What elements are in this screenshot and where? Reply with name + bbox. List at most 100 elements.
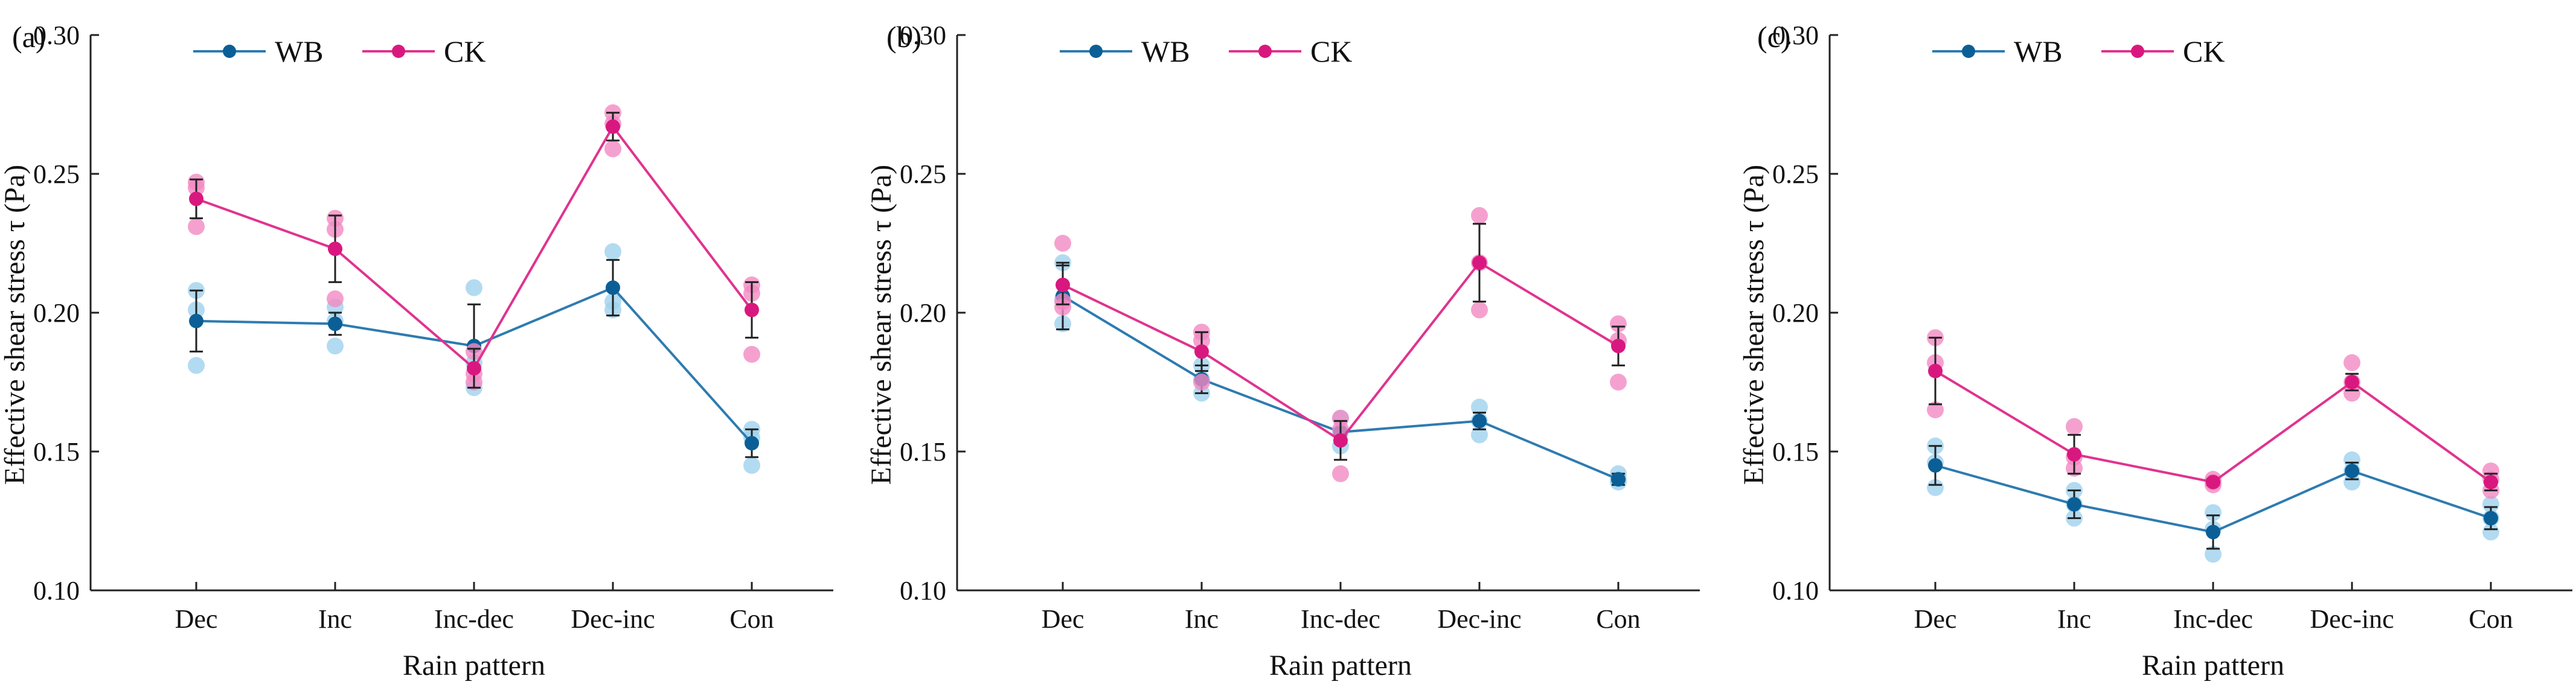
mean-point <box>2206 525 2220 540</box>
x-tick-label: Dec-inc <box>571 604 655 634</box>
replicate-point <box>188 218 205 235</box>
legend: WB CK <box>1932 34 2225 68</box>
mean-point <box>745 436 759 451</box>
mean-point <box>2206 474 2220 490</box>
x-tick-label: Inc <box>1185 604 1219 634</box>
y-tick-label: 0.15 <box>900 437 946 467</box>
mean-point <box>1928 363 1943 378</box>
legend: WB CK <box>193 34 485 68</box>
x-axis-title: Rain pattern <box>2142 650 2284 682</box>
legend-marker <box>1089 45 1103 58</box>
mean-point <box>2484 474 2498 490</box>
replicate-point <box>327 337 344 355</box>
x-tick-label: Inc <box>318 604 352 634</box>
replicate-point <box>327 290 344 307</box>
mean-point <box>1928 458 1943 473</box>
replicate-point <box>1610 374 1627 391</box>
legend-marker <box>1962 45 1975 58</box>
replicate-point <box>1927 479 1944 496</box>
legend-label: WB <box>275 34 324 68</box>
replicate-point <box>2205 504 2222 522</box>
y-axis-title: Effective shear stress τ (Pa) <box>1738 165 1770 485</box>
panel-label: (a) <box>12 20 46 54</box>
series-ck <box>1054 207 1627 482</box>
legend-label: CK <box>444 34 485 68</box>
x-tick-label: Inc-dec <box>434 604 514 634</box>
legend-label: CK <box>2183 34 2225 68</box>
replicate-point <box>2482 523 2499 541</box>
replicate-point <box>2344 451 2360 468</box>
mean-point <box>2345 464 2359 479</box>
mean-point <box>1194 344 1209 359</box>
series-ck <box>188 104 760 391</box>
x-tick-label: Inc-dec <box>1301 604 1380 634</box>
mean-point <box>1611 472 1626 487</box>
replicate-point <box>2205 546 2222 563</box>
replicate-point <box>743 346 760 363</box>
mean-point <box>2345 375 2359 389</box>
x-tick-label: Inc <box>2057 604 2091 634</box>
mean-point <box>189 313 203 328</box>
replicate-point <box>1471 398 1488 416</box>
replicate-point <box>1332 409 1349 427</box>
mean-point <box>606 280 620 295</box>
x-tick-label: Dec-inc <box>1437 604 1521 634</box>
legend-label: WB <box>1141 34 1190 68</box>
replicate-point <box>2066 418 2083 435</box>
chart-panel-2: 0.10 0.15 0.20 0.25 0.30 Dec Inc Inc-dec Dec-inc… <box>865 20 1700 682</box>
mean-point <box>1333 433 1348 448</box>
replicate-point <box>1471 301 1488 319</box>
y-tick-label: 0.15 <box>1772 437 1819 467</box>
mean-point <box>2067 497 2081 512</box>
replicate-point <box>466 279 482 296</box>
x-tick-label: Con <box>2469 604 2513 634</box>
mean-point <box>1611 339 1626 354</box>
mean-point <box>1056 278 1070 292</box>
mean-point <box>328 241 342 257</box>
legend-marker <box>223 45 236 58</box>
x-tick-label: Dec-inc <box>2310 604 2394 634</box>
y-tick-label: 0.10 <box>1772 576 1819 605</box>
legend-marker <box>1258 45 1272 58</box>
mean-point <box>2067 447 2081 462</box>
mean-point <box>745 302 759 318</box>
replicate-point <box>2482 496 2499 513</box>
replicate-point <box>1927 401 1944 418</box>
panel-label: (c) <box>1757 20 1791 54</box>
x-tick-label: Con <box>729 604 774 634</box>
replicate-point <box>743 457 760 474</box>
y-tick-label: 0.30 <box>1772 21 1819 50</box>
x-tick-label: Dec <box>1042 604 1085 634</box>
x-tick-label: Dec <box>175 604 218 634</box>
y-tick-label: 0.10 <box>900 576 946 605</box>
x-tick-label: Dec <box>1914 604 1957 634</box>
replicate-point <box>604 243 621 260</box>
y-tick-label: 0.20 <box>900 298 946 328</box>
legend-marker <box>2131 45 2144 58</box>
x-tick-label: Con <box>1596 604 1640 634</box>
y-tick-label: 0.25 <box>1772 159 1819 189</box>
y-tick-label: 0.20 <box>33 298 80 328</box>
mean-point <box>189 191 203 206</box>
y-tick-label: 0.20 <box>1772 298 1819 328</box>
x-axis-title: Rain pattern <box>403 650 545 682</box>
y-tick-label: 0.25 <box>33 159 80 189</box>
y-tick-label: 0.30 <box>33 21 80 50</box>
chart-panel-1: 0.10 0.15 0.20 0.25 0.30 Dec Inc Inc-dec Dec-inc… <box>0 20 833 682</box>
mean-point <box>1472 255 1487 270</box>
replicate-point <box>1471 207 1488 224</box>
y-tick-label: 0.10 <box>33 576 80 605</box>
legend-label: CK <box>1310 34 1352 68</box>
y-tick-label: 0.30 <box>900 21 946 50</box>
legend-marker <box>392 45 405 58</box>
y-axis-title: Effective shear stress τ (Pa) <box>865 165 897 485</box>
series-ck <box>1927 329 2499 499</box>
replicate-point <box>1610 315 1627 333</box>
panel-label: (b) <box>886 20 921 54</box>
replicate-point <box>604 140 621 158</box>
replicate-point <box>1054 235 1071 252</box>
chart-panel-3: 0.10 0.15 0.20 0.25 0.30 Dec Inc Inc-dec Dec-inc… <box>1738 20 2572 682</box>
series-wb <box>1927 437 2499 563</box>
